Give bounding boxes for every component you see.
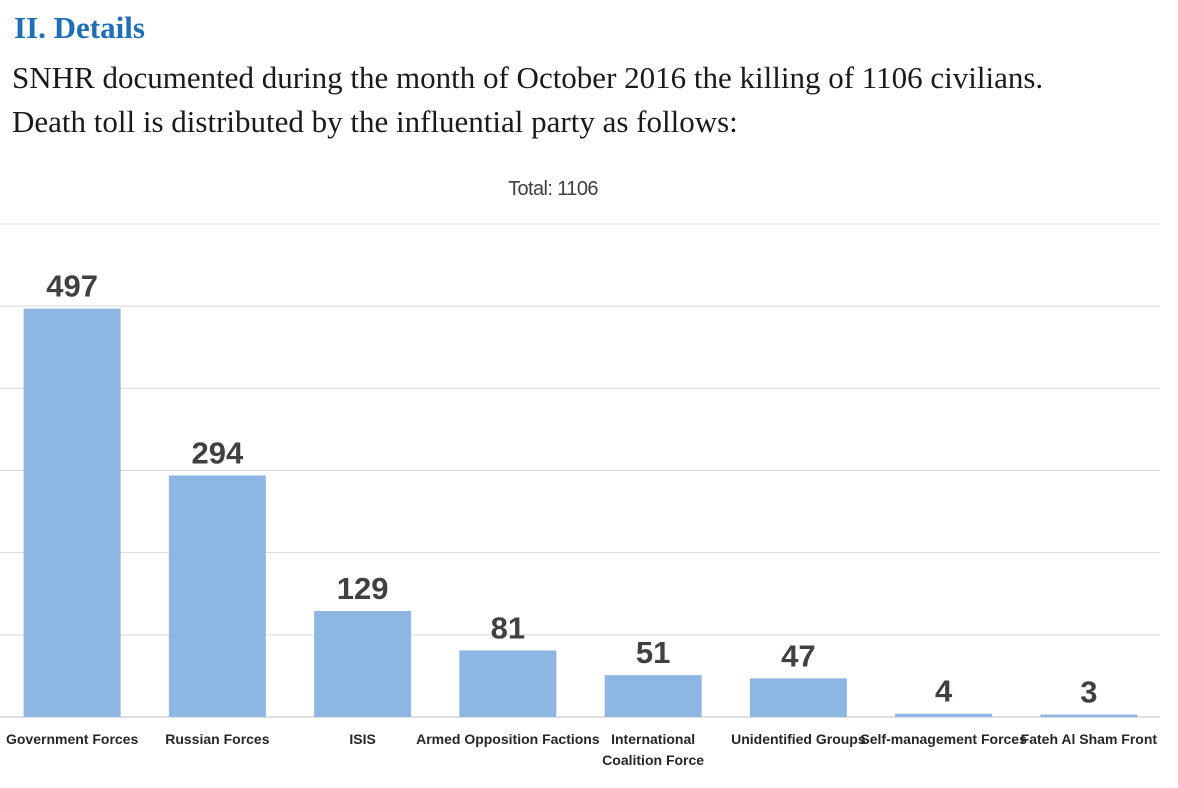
data-label: 51 [636,635,670,670]
bar [168,475,266,717]
data-label: 4 [935,674,953,709]
category-label: Government Forces [6,731,138,747]
category-label: Armed Opposition Factions [416,731,600,747]
category-label: International Coalition Force [602,731,704,768]
category-label-line: Self-management Forces [860,731,1027,747]
intro-paragraph: SNHR documented during the month of Octo… [12,56,1172,144]
paragraph-line-1: SNHR documented during the month of Octo… [12,60,1044,95]
category-label-line: Coalition Force [602,752,704,768]
bar [23,308,121,717]
bar [749,678,847,717]
bar [1040,714,1138,717]
category-label: Fateh Al Sham Front [1021,731,1158,747]
paragraph-line-2: Death toll is distributed by the influen… [12,104,738,139]
data-label: 294 [192,435,244,470]
category-label-line: Fateh Al Sham Front [1021,731,1158,747]
data-label: 47 [781,638,815,673]
category-label: Self-management Forces [860,731,1027,747]
category-label-line: ISIS [349,731,375,747]
bar [459,650,557,717]
category-label: Russian Forces [165,731,269,747]
bars [23,308,1138,717]
category-labels: Government Forces Russian Forces ISIS Armed… [6,731,1157,768]
category-label: ISIS [349,731,375,747]
category-label-line: Government Forces [6,731,138,747]
bar [895,713,993,717]
category-label: Unidentified Groups [731,731,866,747]
section-heading: II. Details [14,10,145,45]
data-label: 81 [491,610,525,645]
category-label-line: Russian Forces [165,731,269,747]
chart-title: Total: 1106 [508,178,598,200]
bar [604,675,702,717]
bar [314,611,412,717]
data-label: 3 [1080,675,1097,710]
category-label-line: International [611,731,695,747]
data-label: 497 [46,269,98,304]
category-label-line: Unidentified Groups [731,731,866,747]
data-label: 129 [337,571,389,606]
category-label-line: Armed Opposition Factions [416,731,600,747]
